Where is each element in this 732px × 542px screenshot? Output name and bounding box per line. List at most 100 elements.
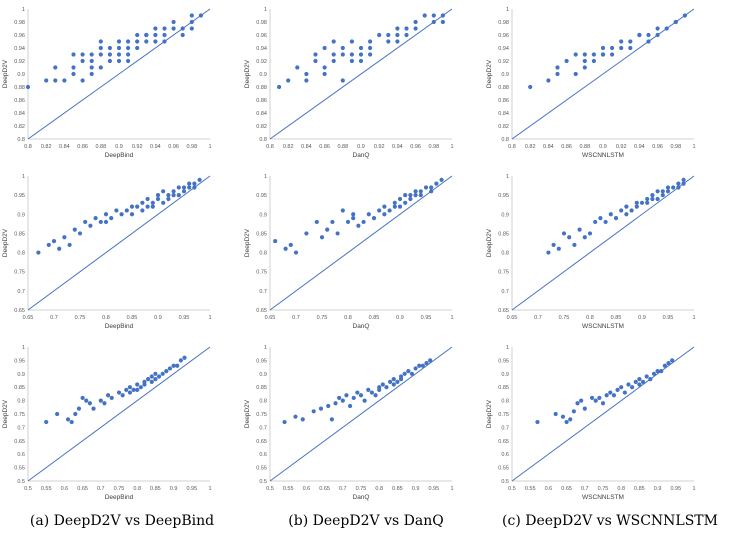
x-tick-label: 0.65	[507, 315, 518, 321]
data-point	[630, 385, 635, 390]
x-tick-label: 0.65	[23, 315, 34, 321]
x-tick-label: 0.94	[392, 144, 403, 150]
x-tick-label: 0.55	[525, 486, 536, 492]
data-point	[142, 382, 147, 387]
data-point	[610, 45, 615, 51]
data-point	[129, 204, 135, 209]
y-tick-label: 0.96	[14, 33, 25, 39]
x-tick-label: 0.8	[266, 144, 274, 150]
data-point	[119, 212, 124, 217]
data-point	[413, 26, 418, 31]
data-point	[637, 377, 642, 382]
data-point	[145, 204, 150, 209]
data-point	[331, 52, 336, 57]
data-point	[356, 223, 361, 228]
scatter-panel-6: 0.650.65 0.7 0.7 0.75 0.75 0.8 0.8 0.85 0.85 0.9 0…	[486, 174, 696, 330]
y-axis-label: DeepD2V	[486, 59, 493, 88]
data-point	[84, 398, 89, 403]
data-point	[318, 406, 324, 411]
data-point	[162, 39, 167, 44]
data-point	[76, 406, 82, 411]
data-point	[127, 385, 133, 390]
y-tick-label: 0.6	[17, 452, 25, 458]
data-point	[93, 216, 98, 221]
data-point	[665, 189, 671, 194]
x-tick-label: 0.82	[283, 144, 294, 150]
data-point	[116, 52, 122, 57]
y-tick-label: 0.92	[256, 59, 267, 65]
y-tick-label: 0.98	[256, 20, 267, 26]
data-point	[644, 374, 649, 379]
data-point	[615, 387, 620, 392]
data-point	[149, 374, 154, 379]
data-point	[604, 393, 609, 398]
data-point	[622, 390, 627, 395]
x-axis-label: DanQ	[353, 494, 370, 501]
reference-line	[27, 8, 211, 140]
y-tick-label: 1	[264, 174, 267, 180]
data-point	[395, 26, 400, 31]
data-point	[107, 58, 112, 64]
y-tick-label: 0.98	[14, 20, 25, 26]
data-point	[377, 208, 382, 213]
x-tick-label: 0.96	[410, 144, 421, 150]
y-tick-label: 0.65	[256, 308, 267, 314]
data-point	[36, 250, 41, 255]
y-tick-label: 0.85	[498, 385, 509, 391]
y-axis-label: DeepD2V	[244, 399, 251, 428]
x-tick-label: 0.84	[543, 144, 554, 150]
y-tick-label: 0.86	[256, 98, 267, 104]
data-point	[340, 52, 345, 57]
data-point	[120, 393, 125, 398]
data-point	[629, 208, 634, 213]
data-point	[431, 19, 436, 25]
x-tick-label: 0.94	[150, 144, 161, 150]
x-tick-label: 0.8	[102, 315, 110, 321]
data-point	[386, 39, 391, 44]
data-point	[420, 363, 425, 368]
y-tick-label: 0.7	[17, 425, 25, 431]
y-axis-label: DeepD2V	[486, 399, 493, 428]
x-tick-label: 0.98	[670, 144, 681, 150]
data-point	[171, 193, 176, 198]
y-tick-label: 1	[506, 345, 509, 351]
x-tick-label: 0.5	[508, 486, 516, 492]
scatter-panel-9: 0.50.5 0.55 0.55 0.6 0.6 0.65 0.65 0.7 0.7 0.75 0.…	[486, 345, 696, 501]
data-point	[398, 377, 404, 382]
data-point	[645, 200, 650, 205]
scatter-panel-7: 0.50.5 0.55 0.55 0.6 0.6 0.65 0.65 0.7 0.7 0.75 0.…	[2, 345, 212, 501]
data-point	[126, 39, 131, 44]
data-point	[347, 403, 353, 409]
y-tick-label: 0.95	[256, 358, 267, 364]
data-point	[582, 65, 587, 70]
data-point	[555, 65, 560, 70]
data-point	[440, 19, 445, 25]
y-tick-label: 0.65	[14, 439, 25, 445]
x-tick-label: 1	[692, 315, 695, 321]
data-point	[655, 369, 660, 374]
data-point	[349, 58, 354, 64]
data-point	[286, 78, 291, 83]
y-axis-label: DeepD2V	[486, 228, 493, 257]
data-point	[135, 387, 140, 392]
scatter-panel-4: 0.650.65 0.7 0.7 0.75 0.75 0.8 0.8 0.85 0.85 0.9 0…	[2, 174, 212, 330]
data-point	[637, 32, 642, 38]
x-tick-label: 1	[208, 486, 211, 492]
data-point	[80, 78, 85, 83]
data-point	[89, 65, 94, 70]
x-tick-label: 0.96	[652, 144, 663, 150]
data-point	[371, 216, 377, 221]
x-tick-label: 0.75	[114, 486, 125, 492]
data-point	[175, 363, 180, 368]
data-point	[126, 52, 131, 57]
data-point	[189, 26, 194, 31]
y-tick-label: 0.85	[14, 231, 25, 237]
reference-line	[511, 175, 695, 311]
y-tick-label: 0.9	[501, 372, 509, 378]
x-tick-label: 0.8	[344, 315, 352, 321]
x-tick-label: 0.82	[525, 144, 536, 150]
data-point	[573, 71, 578, 77]
y-tick-label: 0.92	[14, 59, 25, 65]
data-point	[322, 71, 327, 77]
data-point	[98, 39, 103, 44]
